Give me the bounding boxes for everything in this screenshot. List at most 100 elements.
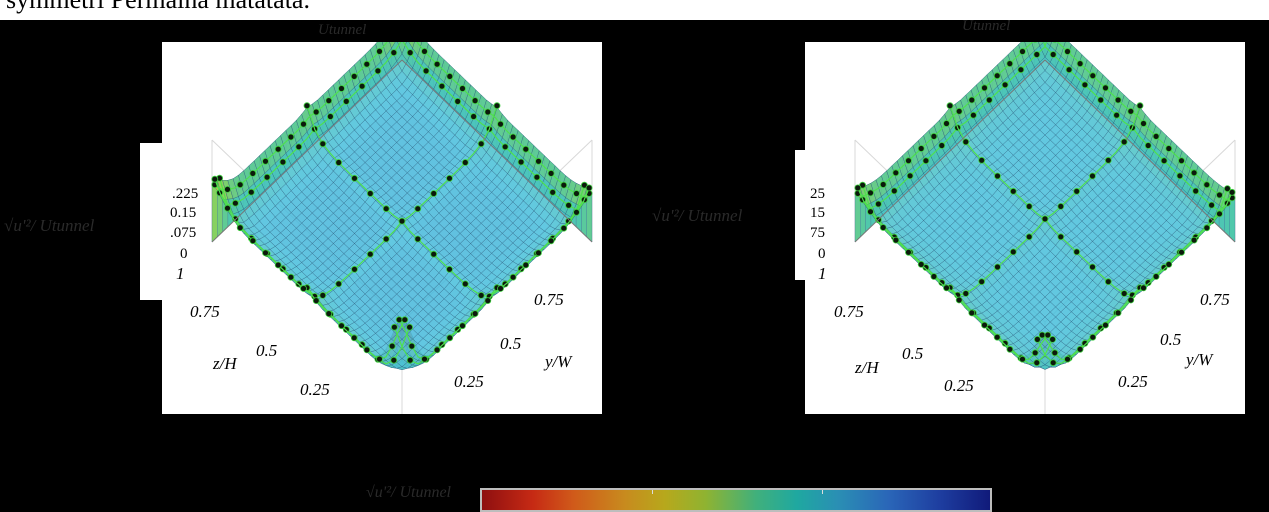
right-measurement-dot bbox=[979, 279, 985, 285]
right-measurement-dot bbox=[944, 285, 950, 291]
right-measurement-dot bbox=[906, 158, 912, 164]
right-measurement-dot bbox=[1179, 158, 1185, 164]
right-measurement-dot bbox=[1034, 360, 1040, 366]
right-measurement-dot bbox=[1209, 202, 1215, 208]
right-measurement-dot bbox=[1121, 291, 1127, 297]
colorbar bbox=[480, 488, 992, 512]
right-measurement-dot bbox=[855, 185, 861, 191]
left-measurement-dot bbox=[422, 356, 428, 362]
right-measurement-dot bbox=[906, 249, 912, 255]
right-z-tick-3: 0 bbox=[818, 246, 826, 263]
right-measurement-dot bbox=[995, 173, 1001, 179]
left-measurement-dot bbox=[351, 335, 357, 341]
right-measurement-dot bbox=[963, 291, 969, 297]
right-measurement-dot bbox=[868, 209, 874, 215]
left-measurement-dot bbox=[407, 50, 413, 56]
right-measurement-dot bbox=[893, 237, 899, 243]
left-measurement-dot bbox=[447, 335, 453, 341]
left-measurement-dot bbox=[523, 262, 529, 268]
left-measurement-dot bbox=[471, 114, 477, 120]
left-measurement-dot bbox=[548, 238, 554, 244]
colorbar-label: √u'²/ Utunnel bbox=[366, 484, 451, 502]
left-measurement-dot bbox=[212, 176, 218, 182]
left-measurement-dot bbox=[383, 236, 389, 242]
left-measurement-dot bbox=[523, 146, 529, 152]
right-measurement-dot bbox=[1128, 297, 1134, 303]
left-measurement-dot bbox=[275, 146, 281, 152]
left-measurement-dot bbox=[574, 191, 580, 197]
left-measurement-dot bbox=[280, 159, 286, 165]
left-measurement-dot bbox=[586, 185, 592, 191]
right-measurement-dot bbox=[891, 188, 897, 194]
right-measurement-dot bbox=[1050, 360, 1056, 366]
left-top-label: Utunnel bbox=[318, 22, 366, 39]
right-measurement-dot bbox=[1058, 234, 1064, 240]
left-x-label: z/H bbox=[213, 354, 237, 374]
right-measurement-dot bbox=[1026, 234, 1032, 240]
right-x-tick-2: 0.5 bbox=[902, 344, 923, 364]
left-measurement-dot bbox=[237, 225, 243, 231]
left-measurement-dot bbox=[288, 274, 294, 280]
right-measurement-dot bbox=[1045, 332, 1051, 338]
right-measurement-dot bbox=[944, 121, 950, 127]
right-measurement-dot bbox=[1114, 112, 1120, 118]
left-measurement-dot bbox=[407, 324, 413, 330]
left-measurement-dot bbox=[431, 251, 437, 257]
right-measurement-dot bbox=[880, 225, 886, 231]
right-measurement-dot bbox=[1090, 73, 1096, 79]
left-measurement-dot bbox=[296, 144, 302, 150]
left-measurement-dot bbox=[367, 251, 373, 257]
left-measurement-dot bbox=[550, 189, 556, 195]
right-measurement-dot bbox=[1090, 173, 1096, 179]
left-measurement-dot bbox=[536, 158, 542, 164]
right-z-tick-2: 75 bbox=[810, 225, 825, 242]
left-measurement-dot bbox=[407, 357, 413, 363]
right-measurement-dot bbox=[1115, 310, 1121, 316]
right-top-label: Utunnel bbox=[962, 18, 1010, 35]
right-x-label: z/H bbox=[855, 358, 879, 378]
left-y-tick-0: 0.75 bbox=[534, 290, 564, 310]
right-measurement-dot bbox=[1191, 170, 1197, 176]
left-measurement-dot bbox=[409, 343, 415, 349]
right-measurement-dot bbox=[1166, 261, 1172, 267]
right-measurement-dot bbox=[1034, 52, 1040, 58]
left-measurement-dot bbox=[383, 206, 389, 212]
caption-strip: symmetri Permaina matatata. bbox=[0, 0, 1269, 20]
left-measurement-dot bbox=[250, 238, 256, 244]
left-measurement-dot bbox=[534, 174, 540, 180]
left-measurement-dot bbox=[422, 48, 428, 54]
left-measurement-dot bbox=[498, 286, 504, 292]
right-measurement-dot bbox=[1204, 182, 1210, 188]
right-x-tick-3: 0.25 bbox=[944, 376, 974, 396]
left-measurement-dot bbox=[320, 141, 326, 147]
left-measurement-dot bbox=[485, 298, 491, 304]
left-measurement-dot bbox=[423, 68, 429, 74]
right-measurement-dot bbox=[970, 112, 976, 118]
left-measurement-dot bbox=[478, 141, 484, 147]
left-measurement-dot bbox=[343, 98, 349, 104]
left-measurement-dot bbox=[248, 189, 254, 195]
left-z-tick-1: 0.15 bbox=[170, 205, 196, 222]
left-z-tick-2: .075 bbox=[170, 225, 196, 242]
right-measurement-dot bbox=[1141, 121, 1147, 127]
right-measurement-dot bbox=[963, 139, 969, 145]
left-x-tick-3: 0.25 bbox=[300, 380, 330, 400]
left-measurement-dot bbox=[264, 174, 270, 180]
right-measurement-dot bbox=[1103, 322, 1109, 328]
left-measurement-dot bbox=[391, 324, 397, 330]
right-z-label: √u'²/ Utunnel bbox=[652, 206, 742, 226]
right-surface-mesh bbox=[855, 42, 1235, 369]
left-measurement-dot bbox=[494, 103, 500, 109]
left-y-tick-2: 0.25 bbox=[454, 372, 484, 392]
left-measurement-dot bbox=[561, 225, 567, 231]
left-measurement-dot bbox=[339, 86, 345, 92]
right-measurement-dot bbox=[1020, 49, 1026, 55]
colorbar-tick bbox=[652, 490, 653, 494]
left-measurement-dot bbox=[237, 182, 243, 188]
left-measurement-dot bbox=[518, 159, 524, 165]
left-measurement-dot bbox=[359, 83, 365, 89]
left-measurement-dot bbox=[447, 266, 453, 272]
left-measurement-dot bbox=[399, 218, 405, 224]
left-measurement-dot bbox=[510, 134, 516, 140]
colorbar-tick bbox=[822, 490, 823, 494]
